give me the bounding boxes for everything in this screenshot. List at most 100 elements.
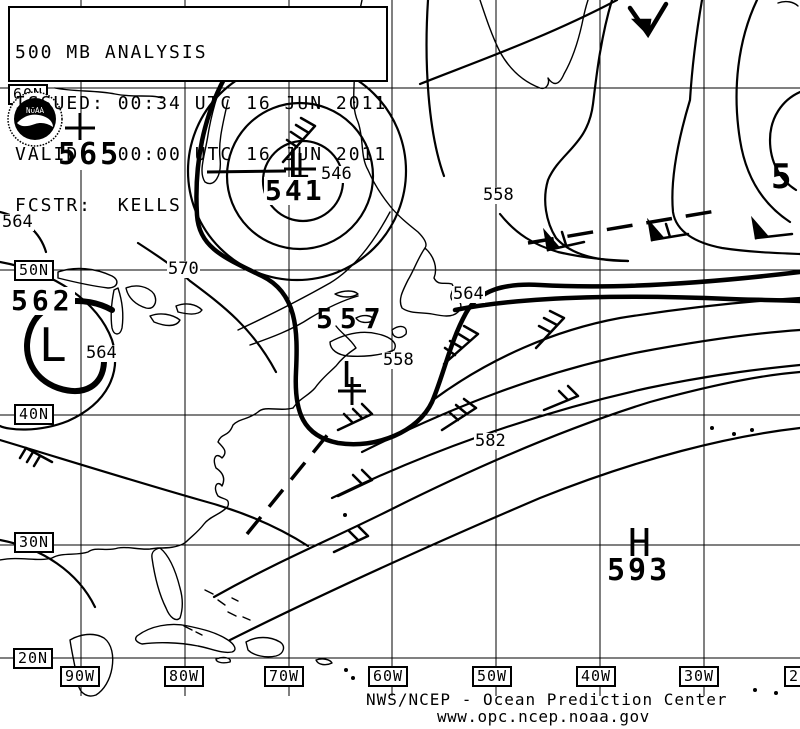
cuba bbox=[134, 623, 236, 654]
contour-greenland bbox=[418, 0, 619, 86]
lon-label-80w: 80W bbox=[164, 666, 205, 687]
attribution-line: NWS/NCEP - Ocean Prediction Center bbox=[366, 690, 728, 709]
contour-trough-east bbox=[544, 0, 630, 263]
contour-label-546: 546 bbox=[320, 164, 353, 184]
cross-557-icon bbox=[338, 377, 366, 405]
wind-barb-icon bbox=[18, 446, 54, 468]
noaa-logo-text: NOAA bbox=[26, 106, 45, 115]
contour-588 bbox=[228, 426, 800, 642]
jet-contour-2 bbox=[360, 328, 800, 454]
jet-contour-1 bbox=[431, 296, 800, 402]
parallel-lines bbox=[0, 87, 800, 659]
wind-barb-icon bbox=[336, 402, 374, 432]
trough-axis-top-low bbox=[206, 169, 287, 174]
low-value-557: 557 bbox=[316, 302, 388, 335]
wind-barb-icon bbox=[442, 324, 480, 366]
contour-582 bbox=[212, 370, 800, 599]
wind-barb-flag-icon bbox=[543, 227, 586, 252]
lake-erie bbox=[149, 313, 181, 327]
low-symbol-center: L bbox=[341, 355, 363, 396]
high-symbol: H bbox=[628, 521, 651, 565]
wind-barb-icon bbox=[336, 468, 374, 498]
wind-barb-icon bbox=[534, 309, 566, 350]
meridian-lines bbox=[80, 0, 705, 696]
james-bay bbox=[201, 61, 231, 185]
lat-label-40n: 40N bbox=[14, 404, 55, 425]
coastlines bbox=[0, 0, 799, 697]
bold-contour-main bbox=[194, 69, 800, 447]
contour-564-leftlow bbox=[0, 260, 117, 431]
contour-label-570: 570 bbox=[167, 259, 200, 279]
lon-label-40w: 40W bbox=[576, 666, 617, 687]
lat-label-30n: 30N bbox=[14, 532, 55, 553]
wind-barb-flag-icon bbox=[751, 215, 794, 240]
lon-label-90w: 90W bbox=[60, 666, 101, 687]
island-dot bbox=[753, 688, 757, 692]
contour-label-558-ne: 558 bbox=[482, 185, 515, 205]
contour-east-b bbox=[671, 0, 800, 256]
chart-title: 500 MB ANALYSIS bbox=[15, 42, 208, 63]
lake-ontario bbox=[175, 303, 203, 315]
trough-dashed-east bbox=[527, 209, 717, 245]
contour-558-north bbox=[425, 0, 630, 263]
forecaster-line: FCSTR: KELLS bbox=[15, 195, 182, 216]
anticosti-island bbox=[334, 290, 359, 298]
puerto-rico bbox=[315, 658, 333, 666]
jamaica bbox=[215, 656, 231, 664]
hispaniola bbox=[245, 636, 285, 658]
lake-huron bbox=[125, 285, 157, 309]
small-islands bbox=[343, 426, 778, 695]
contour-label-564-nw: 564 bbox=[1, 212, 34, 232]
low-value-541: 541 bbox=[264, 174, 326, 207]
nova-scotia bbox=[329, 325, 407, 358]
lake-superior bbox=[57, 267, 118, 289]
ridge-arc-outer bbox=[735, 0, 792, 224]
wind-barb-icon bbox=[542, 384, 580, 412]
lon-label-30w: 30W bbox=[679, 666, 720, 687]
prince-edward-island bbox=[355, 314, 375, 324]
height-label-partial: 5 bbox=[771, 157, 792, 197]
island-dot bbox=[344, 668, 348, 672]
hudson-shore bbox=[54, 87, 163, 99]
lon-label-20w-partial: 2 bbox=[784, 666, 800, 687]
wind-barb-flag-icon bbox=[647, 217, 690, 242]
graticule-grid bbox=[0, 0, 800, 696]
noaa-logo: NOAA bbox=[6, 88, 64, 152]
lat-label-20n: 20N bbox=[13, 648, 54, 669]
valid-line: VALID: 00:00 UTC 16 JUN 2011 bbox=[15, 144, 388, 165]
wind-barb-icon bbox=[281, 116, 317, 164]
wind-barb-flag-icon bbox=[627, 1, 669, 39]
island-dot bbox=[774, 691, 778, 695]
island-dot bbox=[750, 428, 754, 432]
iceland-fragment bbox=[777, 0, 799, 7]
contour-570 bbox=[136, 241, 278, 374]
wind-barbs bbox=[18, 1, 794, 554]
low-value-562: 562 bbox=[10, 284, 75, 317]
high-value-593: 593 bbox=[607, 553, 671, 588]
cross-565-icon bbox=[65, 113, 95, 143]
gulf-arc bbox=[0, 538, 97, 609]
florida bbox=[151, 547, 203, 636]
ridge-arc-inner bbox=[768, 90, 800, 192]
lon-label-50w: 50W bbox=[472, 666, 513, 687]
st-lawrence bbox=[237, 211, 391, 346]
island-dot bbox=[710, 426, 714, 430]
height-label-565: 565 bbox=[57, 137, 123, 172]
wind-barb-icon bbox=[332, 524, 370, 554]
contour-552-mid bbox=[225, 101, 375, 251]
bold-contour-south bbox=[452, 294, 800, 313]
low-symbol-left: L bbox=[39, 318, 67, 372]
island-dot bbox=[732, 432, 736, 436]
contour-label-558-ns: 558 bbox=[382, 350, 415, 370]
trough-lines bbox=[206, 169, 717, 536]
lon-label-60w: 60W bbox=[368, 666, 409, 687]
new-england-maine bbox=[292, 325, 357, 409]
contour-576-sw bbox=[0, 438, 310, 548]
low-symbol-top: L bbox=[287, 143, 310, 187]
lake-michigan bbox=[110, 287, 124, 335]
analysis-title-box: 500 MB ANALYSIS ISSUED: 00:34 UTC 16 JUN… bbox=[8, 6, 388, 215]
noaa-logo-icon: NOAA bbox=[7, 91, 63, 147]
island-dot bbox=[351, 676, 355, 680]
lon-label-70w: 70W bbox=[264, 666, 305, 687]
